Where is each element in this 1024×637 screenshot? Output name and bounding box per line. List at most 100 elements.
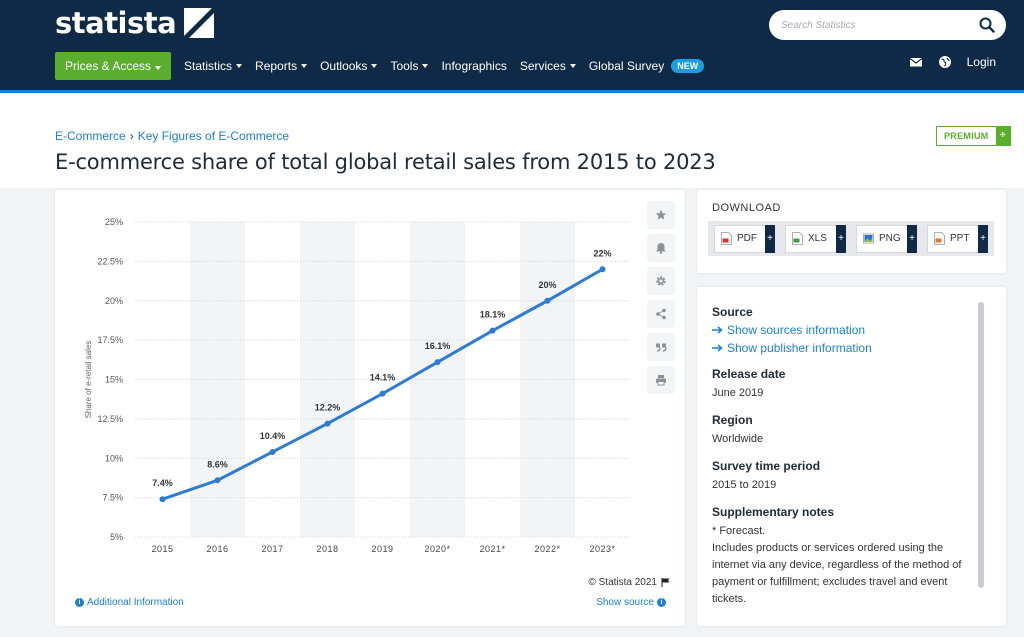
nav-services[interactable]: Services bbox=[520, 59, 576, 73]
data-point[interactable] bbox=[159, 496, 166, 503]
png-file-icon bbox=[863, 233, 874, 244]
print-button[interactable] bbox=[647, 366, 675, 394]
nav-label: Reports bbox=[255, 59, 298, 73]
show-source-link[interactable]: Show source i bbox=[596, 597, 669, 608]
download-pdf-button[interactable]: PDF + bbox=[714, 224, 775, 253]
supplementary-notes-value: Includes products or services ordered us… bbox=[712, 542, 962, 605]
data-label: 10.4% bbox=[260, 431, 286, 441]
main-nav: Prices & Access Statistics Reports Outlo… bbox=[55, 52, 705, 80]
show-source-label: Show source bbox=[596, 597, 654, 608]
data-point[interactable] bbox=[214, 477, 221, 484]
download-label: PNG bbox=[879, 233, 901, 244]
show-sources-link[interactable]: Show sources information bbox=[712, 323, 970, 337]
nav-infographics[interactable]: Infographics bbox=[441, 59, 506, 73]
nav-label: Tools bbox=[390, 59, 419, 73]
bell-icon bbox=[656, 243, 666, 254]
x-tick-label: 2017 bbox=[261, 544, 283, 554]
release-date-value: June 2019 bbox=[712, 387, 764, 399]
data-point[interactable] bbox=[489, 327, 496, 334]
statistic-info-card: Source Show sources information Show pub… bbox=[697, 287, 1006, 626]
data-point[interactable] bbox=[324, 420, 331, 427]
settings-button[interactable] bbox=[647, 267, 675, 295]
source-heading: Source bbox=[712, 305, 753, 319]
x-tick-label: 2018 bbox=[316, 544, 338, 554]
info-scrollbar[interactable] bbox=[978, 302, 984, 588]
nav-outlooks[interactable]: Outlooks bbox=[320, 59, 378, 73]
data-label: 8.6% bbox=[207, 459, 228, 469]
breadcrumb-key-figures[interactable]: Key Figures of E-Commerce bbox=[137, 129, 290, 143]
show-publisher-link[interactable]: Show publisher information bbox=[712, 341, 970, 355]
download-title: DOWNLOAD bbox=[712, 202, 781, 214]
mail-icon[interactable] bbox=[909, 55, 923, 69]
additional-information-link[interactable]: i Additional Information bbox=[72, 597, 184, 608]
star-icon bbox=[655, 209, 667, 220]
statista-logo[interactable]: statista bbox=[55, 6, 215, 40]
page-title: E-commerce share of total global retail … bbox=[55, 150, 716, 174]
search-input[interactable] bbox=[781, 17, 976, 33]
data-point[interactable] bbox=[269, 448, 276, 455]
nav-statistics[interactable]: Statistics bbox=[184, 59, 243, 73]
info-icon: i bbox=[657, 598, 666, 607]
xls-file-icon bbox=[792, 232, 803, 245]
download-card: DOWNLOAD PDF + XLS + PNG + PPT + bbox=[697, 190, 1006, 273]
header-divider bbox=[0, 90, 1024, 93]
link-label: Show sources information bbox=[727, 323, 866, 337]
cite-button[interactable] bbox=[647, 333, 675, 361]
y-tick-label: 17.5% bbox=[97, 335, 123, 345]
share-icon bbox=[656, 308, 666, 320]
chevron-down-icon bbox=[371, 64, 378, 68]
arrow-right-icon bbox=[712, 344, 723, 352]
search-icon[interactable] bbox=[978, 16, 996, 34]
y-tick-label: 22.5% bbox=[97, 256, 123, 266]
nav-prices-access[interactable]: Prices & Access bbox=[55, 52, 172, 80]
chevron-down-icon bbox=[236, 64, 243, 68]
data-point[interactable] bbox=[379, 390, 386, 397]
title-band bbox=[0, 93, 1024, 188]
notification-button[interactable] bbox=[647, 234, 675, 262]
download-ppt-button[interactable]: PPT + bbox=[927, 224, 988, 253]
download-xls-button[interactable]: XLS + bbox=[785, 224, 846, 253]
x-tick-label: 2020* bbox=[424, 544, 450, 554]
y-tick-label: 7.5% bbox=[102, 493, 123, 503]
data-label: 12.2% bbox=[315, 403, 341, 413]
print-icon bbox=[656, 375, 666, 386]
data-label: 14.1% bbox=[370, 373, 396, 383]
nav-label: Infographics bbox=[441, 59, 507, 73]
data-point[interactable] bbox=[434, 359, 441, 366]
ppt-file-icon bbox=[934, 232, 945, 245]
globe-icon[interactable] bbox=[938, 55, 952, 69]
download-png-button[interactable]: PNG + bbox=[856, 224, 917, 253]
nav-global-survey[interactable]: Global Survey NEW bbox=[589, 59, 705, 73]
release-date-heading: Release date bbox=[712, 367, 786, 381]
login-link[interactable]: Login bbox=[966, 55, 996, 69]
premium-badge[interactable]: PREMIUM + bbox=[936, 126, 1011, 146]
data-point[interactable] bbox=[544, 297, 551, 304]
survey-period-value: 2015 to 2019 bbox=[712, 479, 777, 491]
nav-label: Prices & Access bbox=[65, 59, 152, 73]
nav-tools[interactable]: Tools bbox=[390, 59, 429, 73]
nav-label: Statistics bbox=[184, 59, 233, 73]
nav-label: Outlooks bbox=[320, 59, 368, 73]
y-tick-label: 15% bbox=[105, 375, 123, 385]
data-label: 16.1% bbox=[425, 341, 451, 351]
chart-copyright: © Statista 2021 bbox=[588, 577, 670, 588]
nav-reports[interactable]: Reports bbox=[255, 59, 308, 73]
logo-mark-icon bbox=[184, 8, 215, 38]
download-label: XLS bbox=[808, 233, 827, 244]
breadcrumb-ecommerce[interactable]: E-Commerce bbox=[55, 129, 126, 143]
data-label: 18.1% bbox=[480, 310, 506, 320]
plus-icon: + bbox=[765, 224, 775, 253]
info-icon: i bbox=[75, 598, 84, 607]
x-tick-label: 2022* bbox=[534, 544, 560, 554]
y-tick-label: 5% bbox=[110, 532, 123, 542]
nav-right-actions: Login bbox=[894, 55, 996, 69]
chart-card: 5% 7.5% 10% 12.5% 15% 17.5% 20% 22.5% 25% Share o… bbox=[55, 190, 685, 626]
favorite-button[interactable] bbox=[647, 201, 675, 229]
data-label: 22% bbox=[593, 248, 611, 258]
flag-icon[interactable] bbox=[661, 578, 670, 587]
additional-info-label: Additional Information bbox=[87, 597, 184, 608]
data-point[interactable] bbox=[599, 266, 606, 273]
y-tick-label: 12.5% bbox=[97, 414, 123, 424]
download-label: PDF bbox=[737, 233, 757, 244]
share-button[interactable] bbox=[647, 300, 675, 328]
